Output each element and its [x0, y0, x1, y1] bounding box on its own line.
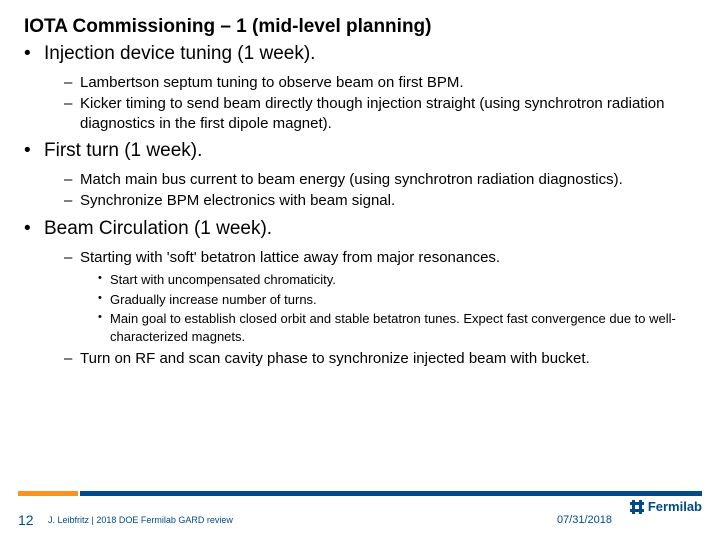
subsub-item: Start with uncompensated chromaticity. [98, 271, 702, 289]
footer-row: 12 J. Leibfritz | 2018 DOE Fermilab GARD… [18, 512, 702, 528]
sub-item: Kicker timing to send beam directly thou… [64, 94, 702, 133]
subsub-item: Main goal to establish closed orbit and … [98, 310, 702, 345]
subsub-item: Gradually increase number of turns. [98, 291, 702, 309]
sub-list: Lambertson septum tuning to observe beam… [44, 73, 702, 134]
page-number: 12 [18, 512, 48, 528]
bullet-item: Beam Circulation (1 week). Starting with… [24, 217, 702, 369]
accent-orange [18, 491, 78, 496]
subsub-text: Start with uncompensated chromaticity. [110, 272, 336, 287]
footer-credit: J. Leibfritz | 2018 DOE Fermilab GARD re… [48, 515, 557, 525]
sub-item: Starting with 'soft' betatron lattice aw… [64, 248, 702, 346]
bullet-item: Injection device tuning (1 week). Lamber… [24, 42, 702, 133]
sub-item: Match main bus current to beam energy (u… [64, 170, 702, 190]
footer-date: 07/31/2018 [557, 514, 612, 526]
sub-text: Turn on RF and scan cavity phase to sync… [80, 350, 590, 367]
bullet-item: First turn (1 week). Match main bus curr… [24, 139, 702, 211]
sub-item: Synchronize BPM electronics with beam si… [64, 191, 702, 211]
subsub-text: Gradually increase number of turns. [110, 292, 317, 307]
bullet-list: Injection device tuning (1 week). Lamber… [18, 42, 702, 369]
sub-text: Starting with 'soft' betatron lattice aw… [80, 249, 500, 266]
sub-item: Lambertson septum tuning to observe beam… [64, 73, 702, 93]
bullet-text: Beam Circulation (1 week). [44, 218, 272, 239]
subsub-text: Main goal to establish closed orbit and … [110, 311, 676, 344]
footer-accent-bar [18, 491, 702, 496]
sub-list: Match main bus current to beam energy (u… [44, 170, 702, 211]
sub-item: Turn on RF and scan cavity phase to sync… [64, 349, 702, 369]
sub-list: Starting with 'soft' betatron lattice aw… [44, 248, 702, 369]
slide-title: IOTA Commissioning – 1 (mid-level planni… [24, 16, 702, 38]
sub-text: Match main bus current to beam energy (u… [80, 171, 623, 188]
slide-content: IOTA Commissioning – 1 (mid-level planni… [0, 0, 720, 369]
sub-text: Lambertson septum tuning to observe beam… [80, 74, 464, 91]
bullet-text: Injection device tuning (1 week). [44, 43, 315, 64]
subsub-list: Start with uncompensated chromaticity. G… [80, 271, 702, 345]
sub-text: Synchronize BPM electronics with beam si… [80, 192, 395, 209]
bullet-text: First turn (1 week). [44, 140, 202, 161]
sub-text: Kicker timing to send beam directly thou… [80, 95, 664, 132]
accent-blue [80, 491, 702, 496]
